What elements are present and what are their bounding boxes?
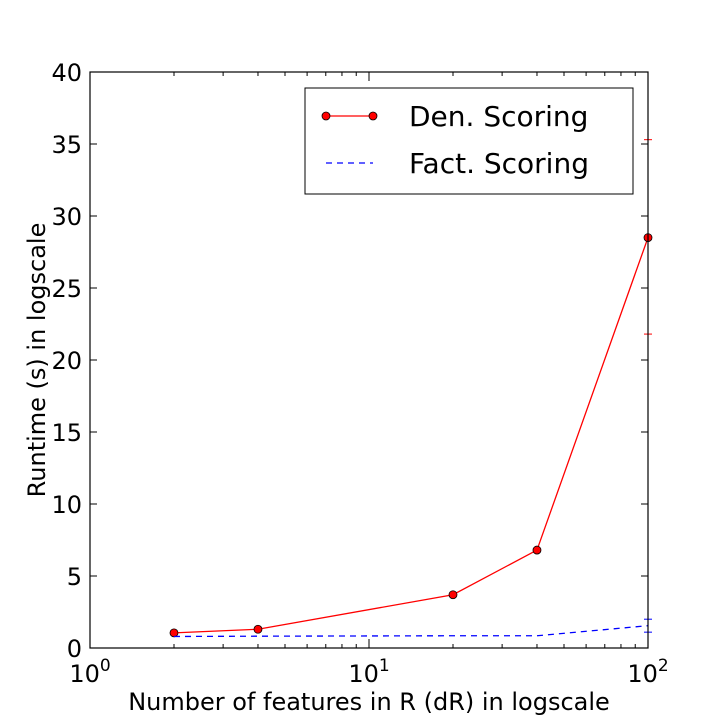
- legend-label: Den. Scoring: [409, 100, 588, 133]
- y-tick-label: 5: [67, 563, 82, 591]
- y-tick-label: 25: [51, 275, 82, 303]
- data-point: [169, 628, 179, 638]
- y-tick-label: 35: [51, 131, 82, 159]
- x-tick-label: 100: [69, 656, 110, 688]
- legend-box: [304, 87, 634, 195]
- y-tick-label: 30: [51, 203, 82, 231]
- y-tick-label: 20: [51, 347, 82, 375]
- x-tick-label: 101: [348, 656, 389, 688]
- data-point: [532, 545, 542, 555]
- y-tick-label: 10: [51, 491, 82, 519]
- legend-label: Fact. Scoring: [409, 147, 589, 180]
- axes-layer: 0 5 10 15 20 25 30 35 40 100 101 102: [51, 59, 668, 688]
- y-axis-label: Runtime (s) in logscale: [23, 223, 51, 498]
- y-tick-label: 0: [67, 635, 82, 663]
- series-line: [173, 237, 649, 634]
- x-axis-label: Number of features in R (dR) in logscale: [128, 688, 610, 716]
- legend-marker: [321, 111, 331, 121]
- series-line: [173, 625, 649, 638]
- data-point: [253, 624, 263, 634]
- series-layer: [169, 139, 653, 638]
- y-tick-label: 40: [51, 59, 82, 87]
- legend-marker: [368, 111, 378, 121]
- data-point: [448, 590, 458, 600]
- x-tick-label: 102: [627, 656, 668, 688]
- legend: Den. Scoring Fact. Scoring: [304, 87, 634, 195]
- y-tick-label: 15: [51, 419, 82, 447]
